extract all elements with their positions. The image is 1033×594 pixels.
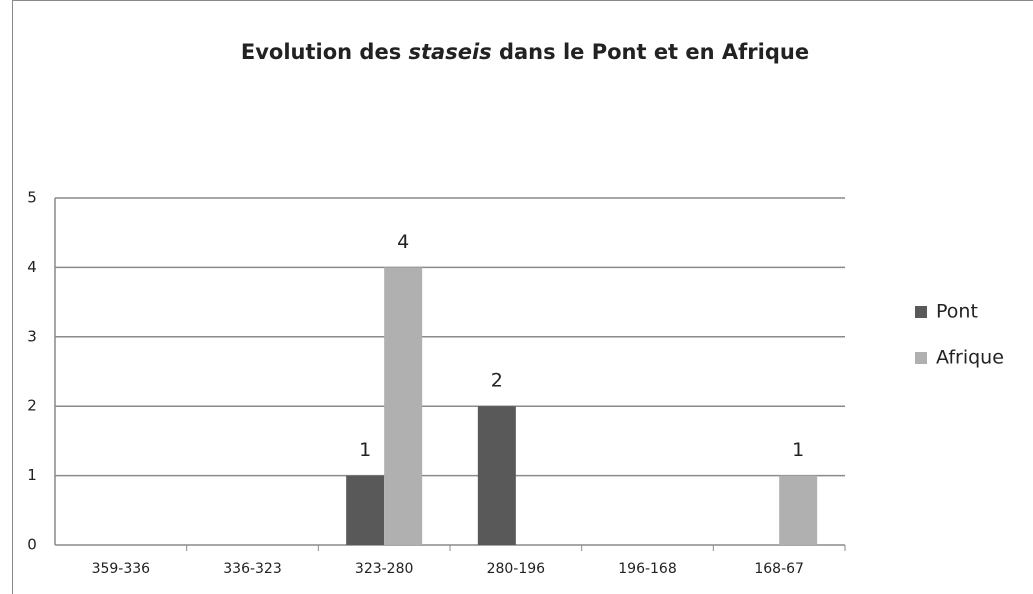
legend-swatch — [915, 352, 927, 364]
chart-title: Evolution des staseis dans le Pont et en… — [241, 40, 809, 64]
legend-label: Pont — [936, 301, 978, 323]
x-tick-label: 168-67 — [754, 561, 804, 577]
x-tick-label: 359-336 — [92, 561, 151, 577]
title-part: Evolution des — [241, 40, 409, 64]
data-label: 1 — [792, 439, 804, 461]
bar — [346, 475, 385, 545]
legend-label: Afrique — [936, 347, 1004, 369]
bar — [477, 406, 516, 545]
data-label: 1 — [359, 439, 371, 461]
y-tick-label: 5 — [27, 189, 37, 207]
bar — [779, 475, 818, 545]
y-tick-label: 3 — [27, 327, 37, 345]
x-tick-label: 323-280 — [355, 561, 414, 577]
title-part: dans le Pont et en Afrique — [492, 40, 809, 64]
y-tick-label: 0 — [27, 536, 37, 554]
y-tick-label: 1 — [27, 466, 37, 484]
y-tick-label: 4 — [27, 258, 37, 276]
chart-border — [12, 0, 1033, 594]
bar — [384, 267, 423, 545]
x-tick-label: 196-168 — [618, 561, 677, 577]
y-tick-label: 2 — [27, 397, 37, 415]
x-tick-label: 336-323 — [223, 561, 282, 577]
title-part: staseis — [409, 40, 492, 64]
legend-swatch — [915, 306, 927, 318]
data-label: 2 — [491, 370, 503, 392]
x-tick-label: 280-196 — [487, 561, 546, 577]
data-label: 4 — [397, 231, 409, 253]
